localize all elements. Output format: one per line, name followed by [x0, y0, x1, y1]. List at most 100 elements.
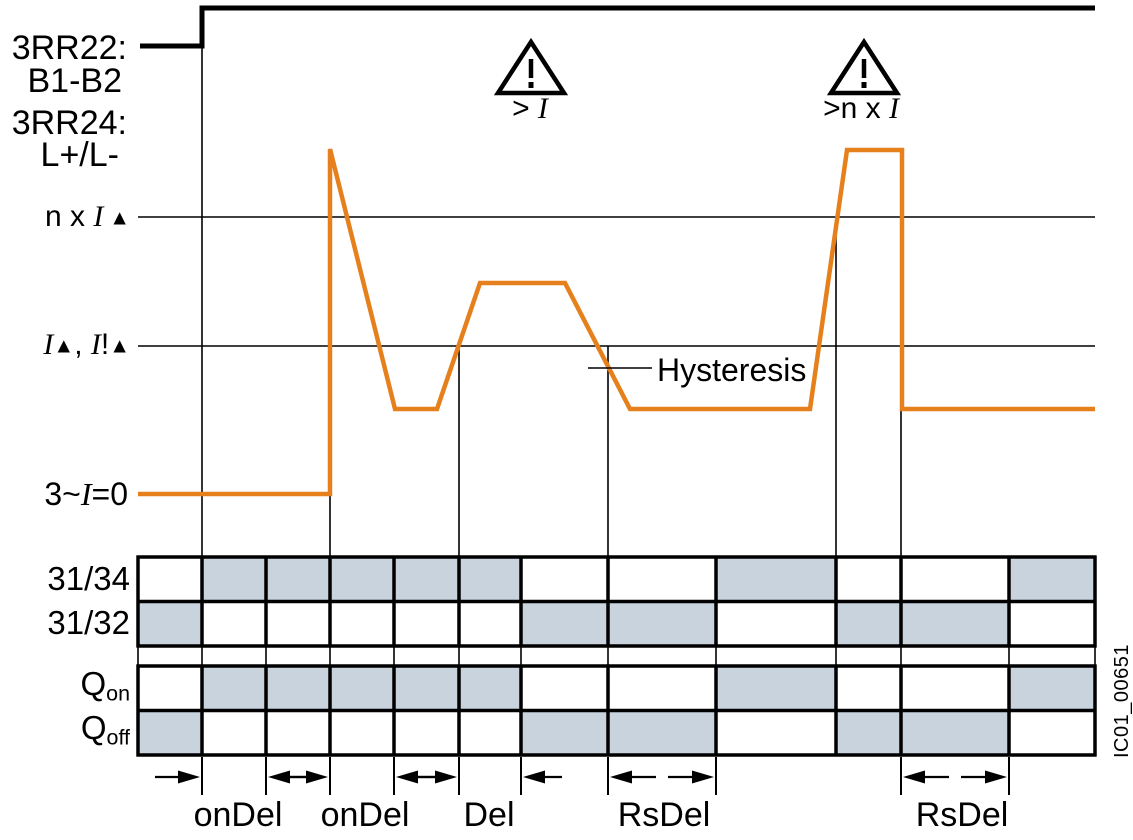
zero-current-post: =0 — [91, 476, 128, 512]
label-warning-over-nxi: >n x I — [823, 94, 899, 124]
label-supply-lplus: L+/L- — [40, 136, 119, 174]
threshold-lower-comma: , — [74, 328, 91, 361]
table-cell — [716, 666, 836, 711]
table-cell — [521, 666, 608, 711]
table-cell — [266, 710, 330, 755]
table-cell — [266, 666, 330, 711]
q-on-sub: on — [106, 681, 130, 706]
table-cell — [459, 710, 521, 755]
table-cell — [608, 557, 716, 602]
arrowhead — [610, 770, 632, 784]
table-cell — [138, 557, 202, 602]
label-row-31-32: 31/32 — [47, 604, 130, 641]
arrowhead — [692, 770, 714, 784]
label-row-q-off: Qoff — [0, 711, 130, 749]
arrowhead — [178, 770, 200, 784]
table-cell — [608, 666, 716, 711]
table-cell — [138, 710, 202, 755]
warning-exclamation-dot — [861, 82, 867, 88]
warning1-i: I — [537, 92, 548, 125]
label-interval-rsdel-2: RsDel — [915, 796, 1009, 834]
arrowhead — [306, 770, 328, 784]
table-cell — [202, 601, 266, 646]
label-interval-rsdel-1: RsDel — [617, 796, 711, 834]
table-cell — [836, 710, 901, 755]
arrowhead — [435, 770, 457, 784]
label-threshold-upper: n x I ▲ — [0, 202, 130, 232]
table-cell — [266, 557, 330, 602]
warning2-pre: >n x — [823, 92, 889, 125]
label-supply-b1b2: B1-B2 — [27, 62, 123, 100]
table-cell — [836, 666, 901, 711]
table-cell — [459, 557, 521, 602]
table-cell — [202, 557, 266, 602]
table-cell — [394, 557, 459, 602]
q-on-base: Q — [80, 665, 107, 702]
table-cell — [716, 557, 836, 602]
table-cell — [1009, 601, 1095, 646]
label-interval-del: Del — [463, 796, 515, 834]
threshold-lower-excl: ! — [100, 328, 110, 361]
arrowhead — [396, 770, 418, 784]
table-cell — [1009, 666, 1095, 711]
table-cell — [330, 557, 394, 602]
table-cell — [202, 666, 266, 711]
arrowhead — [523, 770, 545, 784]
table-cell — [394, 601, 459, 646]
q-off-base: Q — [80, 709, 107, 746]
threshold-upper-i: I — [93, 200, 104, 233]
warning-triangle-icon — [826, 37, 902, 96]
warning-triangle-icon — [493, 37, 569, 96]
table-cell — [521, 601, 608, 646]
label-row-31-34: 31/34 — [47, 560, 130, 597]
table-cell — [901, 710, 1009, 755]
table-cell — [1009, 710, 1095, 755]
table-cell — [202, 710, 266, 755]
table-cell — [716, 601, 836, 646]
table-cell — [608, 601, 716, 646]
label-supply-3rr24: 3RR24: — [11, 104, 127, 142]
table-cell — [901, 601, 1009, 646]
warning1-pre: > — [512, 92, 538, 125]
label-interval-ondel-2: onDel — [320, 796, 410, 834]
label-zero-current: 3~I=0 — [0, 478, 128, 510]
warning2-i: I — [888, 92, 899, 125]
current-waveform — [138, 147, 1095, 497]
table-cell — [836, 557, 901, 602]
threshold-lower-arrow2: ▲ — [109, 334, 130, 358]
table-cell — [138, 666, 202, 711]
table-cell — [608, 710, 716, 755]
table-cell — [716, 710, 836, 755]
table-cell — [330, 710, 394, 755]
threshold-upper-pre: n x — [45, 200, 94, 233]
zero-current-i: I — [80, 476, 92, 512]
label-hysteresis: Hysteresis — [657, 352, 807, 388]
table-cell — [901, 666, 1009, 711]
table-cell — [266, 601, 330, 646]
table-cell — [836, 601, 901, 646]
warning-exclamation-dot — [528, 82, 534, 88]
label-row-q-on: Qon — [0, 667, 130, 705]
threshold-upper-arrow: ▲ — [103, 206, 130, 230]
threshold-lower-i1: I — [43, 328, 54, 361]
label-supply-3rr22: 3RR22: — [11, 29, 127, 67]
threshold-lower-arrow1: ▲ — [53, 334, 75, 358]
table-cell — [521, 557, 608, 602]
table-cell — [330, 601, 394, 646]
table-cell — [459, 666, 521, 711]
figure-id: IC01_00651 — [1111, 644, 1133, 758]
table-cell — [138, 601, 202, 646]
arrowhead — [268, 770, 290, 784]
arrowhead — [903, 770, 925, 784]
label-interval-ondel-1: onDel — [193, 796, 283, 834]
arrowhead — [985, 770, 1007, 784]
threshold-lower-i2: I — [90, 328, 101, 361]
table-cell — [1009, 557, 1095, 602]
table-cell — [459, 601, 521, 646]
table-cell — [394, 710, 459, 755]
label-warning-over-i: > I — [512, 94, 548, 124]
table-cell — [394, 666, 459, 711]
table-cell — [901, 557, 1009, 602]
